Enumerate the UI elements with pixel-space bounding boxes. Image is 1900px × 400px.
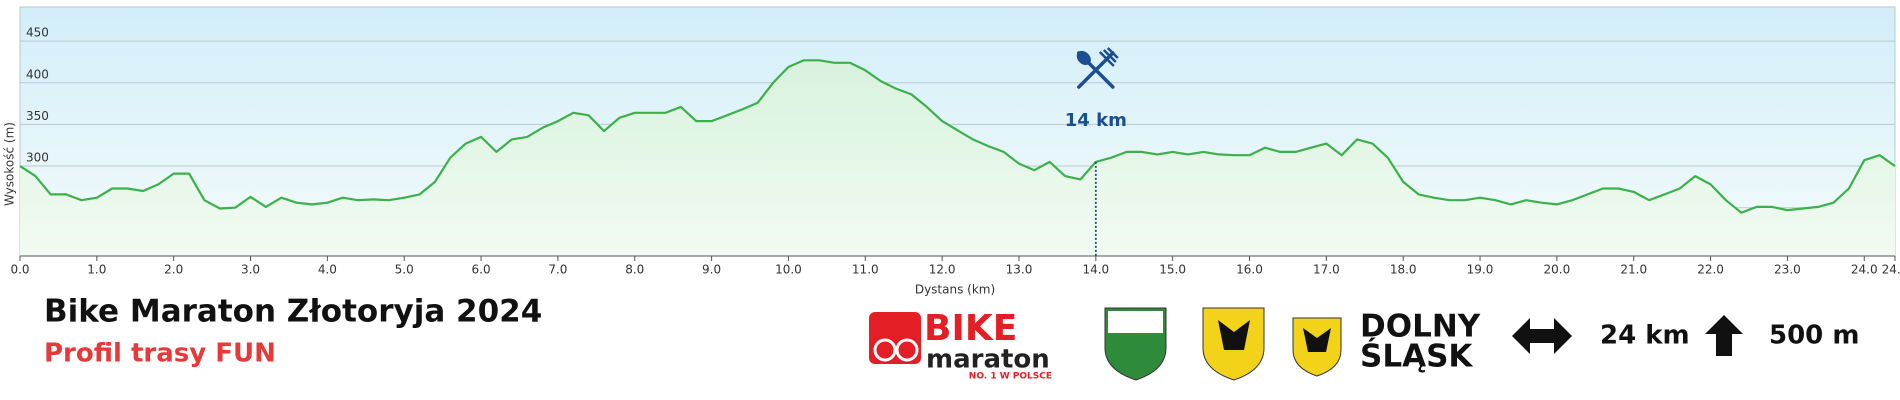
x-tick-label: 4.0	[318, 263, 337, 277]
logo-maraton: maraton	[926, 345, 1050, 375]
x-tick-label: 2.0	[164, 263, 183, 277]
logo-bike: BIKE	[924, 308, 1017, 349]
crest-eagle	[1303, 328, 1331, 352]
x-tick-label: 19.0	[1467, 263, 1494, 277]
crest-part	[1108, 311, 1163, 333]
x-tick-label: 12.0	[929, 263, 956, 277]
y-tick-label: 400	[26, 67, 49, 81]
subtitle: Profil trasy FUN	[44, 339, 276, 369]
region-text: ŚLĄSK	[1360, 338, 1473, 375]
x-tick-label: 18.0	[1390, 263, 1417, 277]
x-tick-label: 22.0	[1697, 263, 1724, 277]
annotation-label: 14 km	[1065, 110, 1127, 131]
y-tick-label: 350	[26, 109, 49, 123]
x-tick-label: 8.0	[625, 263, 644, 277]
logo-wheel	[873, 338, 897, 362]
title: Bike Maraton Złotoryja 2024	[44, 294, 542, 330]
x-tick-label: 23.0	[1774, 263, 1801, 277]
x-tick-label: 15.0	[1159, 263, 1186, 277]
bike-logo: BIKE maraton NO. 1 W POLSCE	[869, 308, 1052, 382]
feed-zone-icon	[1076, 47, 1119, 89]
elevation-line	[19, 59, 1896, 214]
x-tick-label: 3.0	[241, 263, 260, 277]
x-tick-label: 24.0	[1851, 263, 1878, 277]
x-tick-label: 16.0	[1236, 263, 1263, 277]
height-arrow	[1705, 315, 1743, 356]
crest-eagle	[1218, 320, 1250, 350]
x-tick-label: 20.0	[1544, 263, 1571, 277]
elevation-area	[20, 60, 1895, 256]
x-tick-label: 21.0	[1620, 263, 1647, 277]
region-text: DOLNY	[1360, 309, 1481, 345]
x-tick-label: 6.0	[472, 263, 491, 277]
x-tick-label: 9.0	[702, 263, 721, 277]
logo-wheel	[895, 338, 919, 362]
logo-icon	[869, 312, 921, 364]
y-tick-label: 300	[26, 151, 49, 165]
scale-height: 500 m	[1769, 321, 1859, 351]
x-tick-label: 0.0	[10, 263, 29, 277]
x-tick-label: 17.0	[1313, 263, 1340, 277]
x-tick-label: 5.0	[395, 263, 414, 277]
x-tick-label: 24.4	[1882, 263, 1900, 277]
distance-arrow	[1512, 318, 1572, 354]
x-axis-label: Dystans (km)	[915, 283, 995, 297]
icon-fork-tines	[1098, 47, 1119, 67]
x-tick-label: 11.0	[852, 263, 879, 277]
y-tick-label: 450	[26, 26, 49, 40]
scale-distance: 24 km	[1600, 321, 1690, 351]
logo-tagline: NO. 1 W POLSCE	[969, 372, 1052, 382]
x-tick-label: 7.0	[548, 263, 567, 277]
x-tick-label: 1.0	[87, 263, 106, 277]
y-axis-label: Wysokość (m)	[3, 122, 17, 206]
icon-spoon	[1076, 50, 1091, 66]
x-tick-label: 10.0	[775, 263, 802, 277]
crests	[1104, 307, 1342, 381]
x-tick-label: 13.0	[1006, 263, 1033, 277]
x-tick-label: 14.0	[1082, 263, 1109, 277]
